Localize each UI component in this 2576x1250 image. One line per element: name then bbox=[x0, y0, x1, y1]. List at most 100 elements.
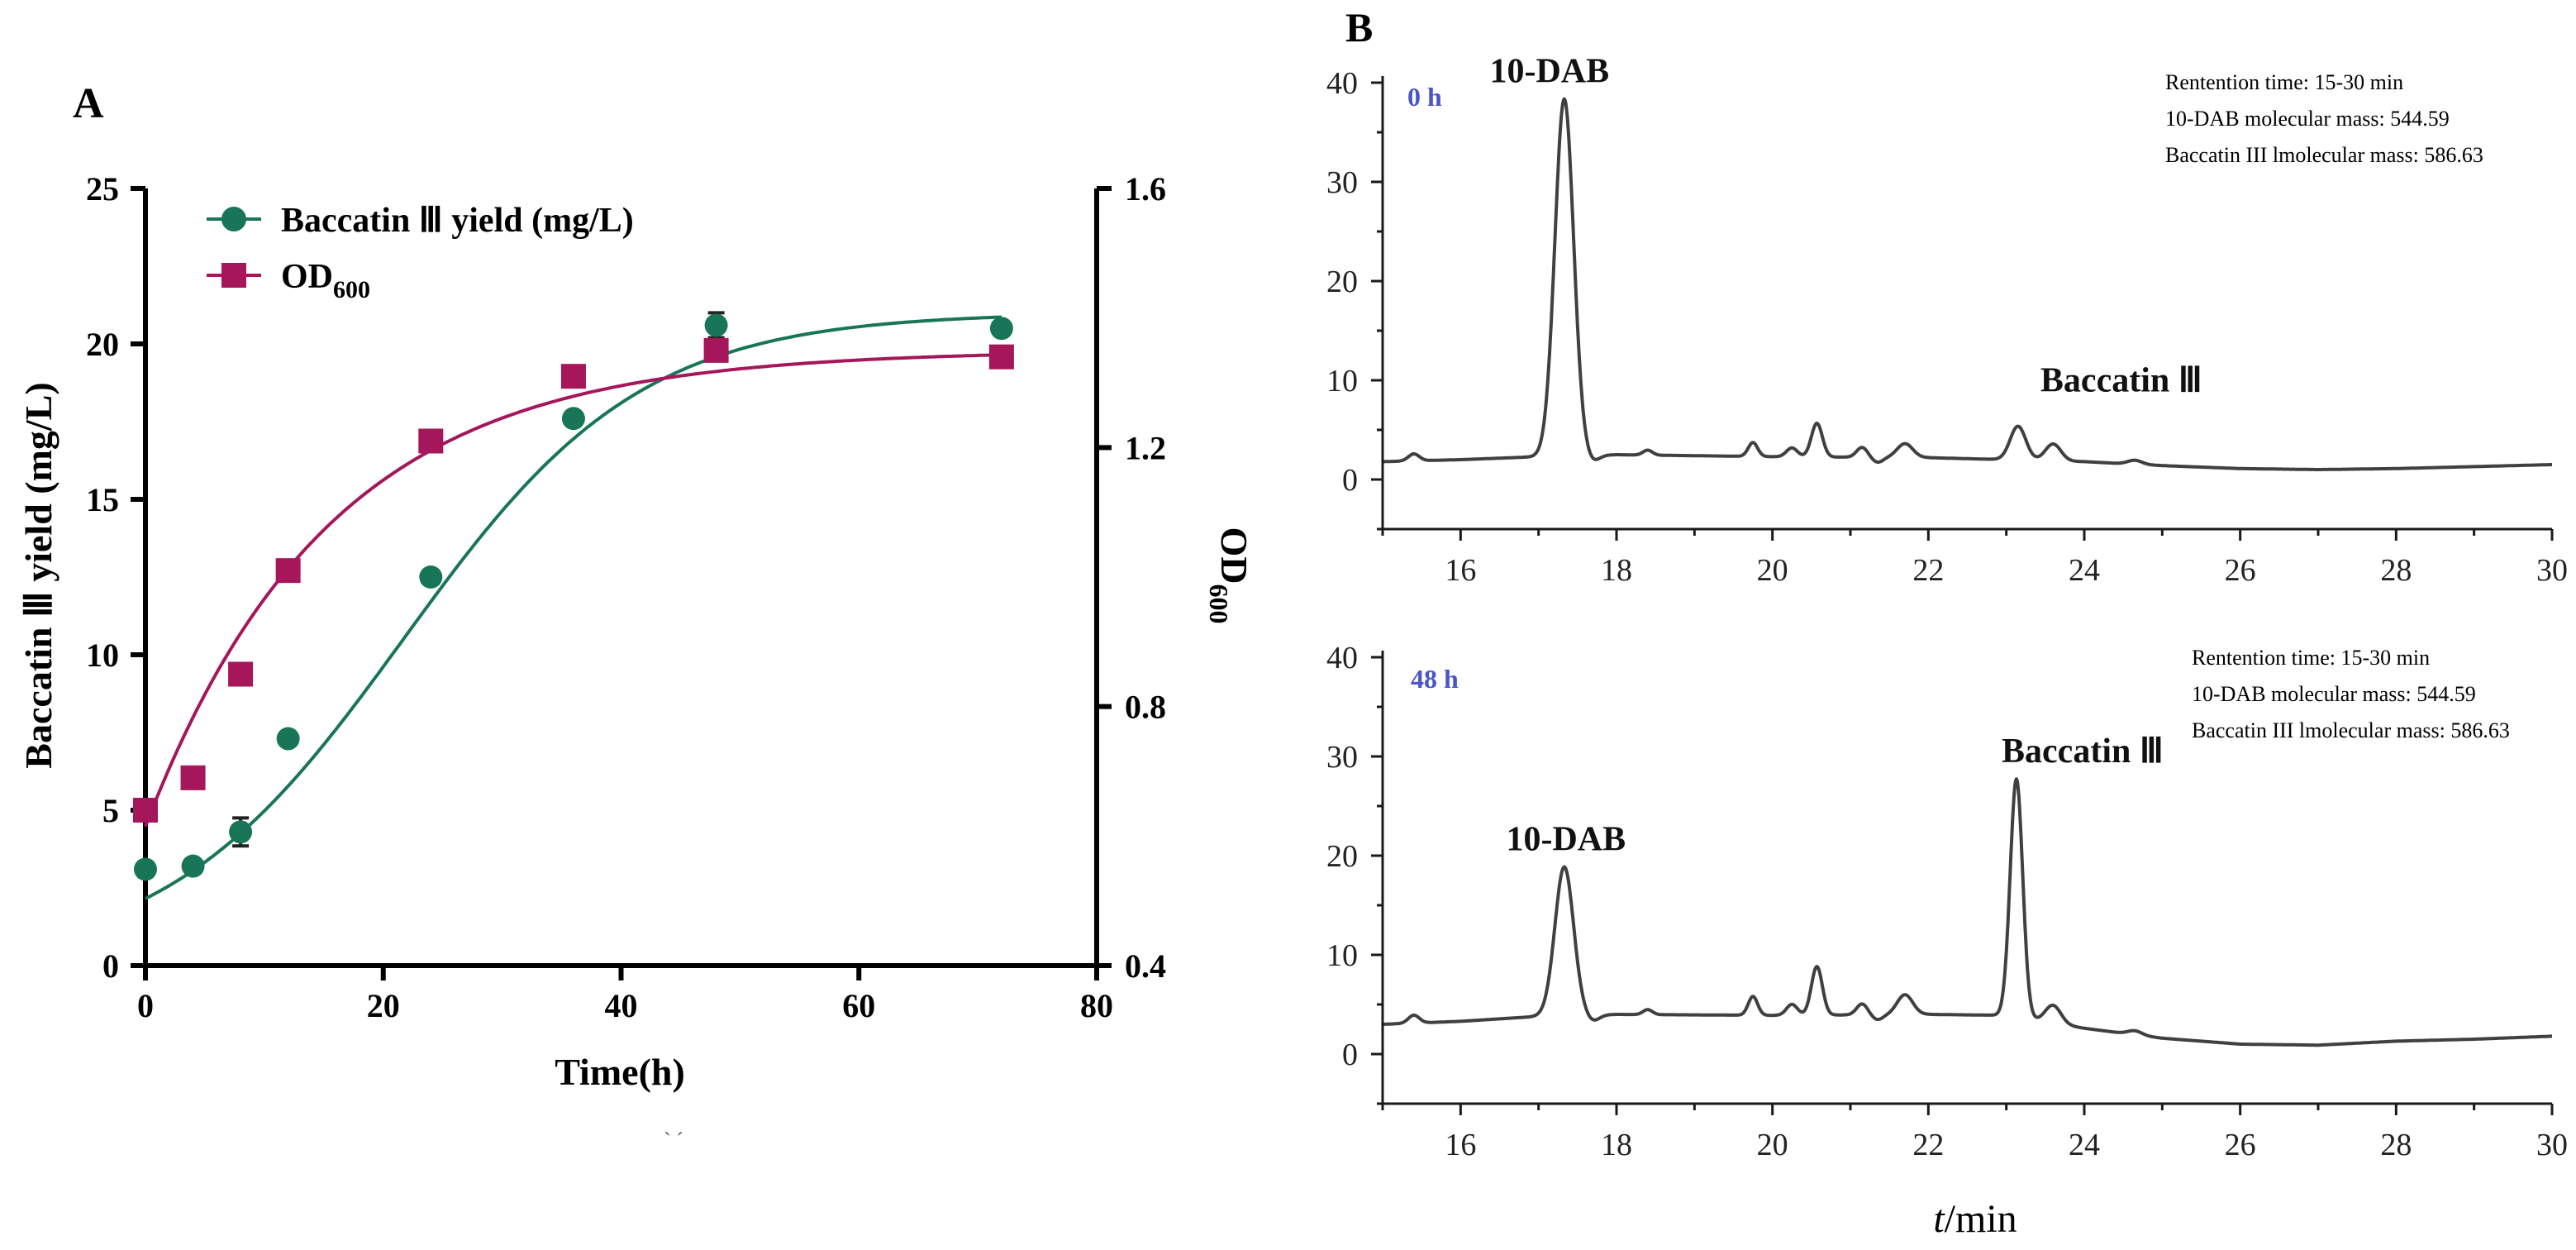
od600-point bbox=[133, 798, 158, 823]
chromatogram-48h-info-1: Rentention time: 15-30 min bbox=[2192, 646, 2430, 670]
chromatogram-xtick-label: 20 bbox=[1757, 553, 1788, 588]
chromatogram-xtick-label: 24 bbox=[2069, 553, 2100, 588]
baccatin-point bbox=[704, 313, 728, 337]
panel-a-data-points bbox=[133, 311, 1014, 881]
chromatogram-xtick-label: 18 bbox=[1601, 553, 1632, 588]
chromatogram-ytick-label: 10 bbox=[1326, 938, 1358, 973]
chromatogram-ytick-label: 0 bbox=[1342, 1038, 1358, 1072]
legend-baccatin-marker bbox=[221, 207, 246, 231]
legend-baccatin-label: Baccatin Ⅲ yield (mg/L) bbox=[281, 202, 634, 240]
baccatin-point bbox=[419, 565, 443, 589]
baccatin-point bbox=[181, 854, 205, 878]
panel-a-label: A bbox=[73, 80, 104, 127]
panel-a-legend: Baccatin Ⅲ yield (mg/L) OD600 bbox=[207, 202, 634, 303]
chromatogram-0h-time: 0 h bbox=[1407, 82, 1442, 112]
legend-od-label-main: OD bbox=[281, 258, 333, 296]
chromatogram-peak-label: 10-DAB bbox=[1489, 53, 1609, 91]
panel-a-ytick-left-label: 0 bbox=[102, 947, 119, 985]
panel-a: A 0 20 40 60 80 0 5 10 15 20 25 0.4 0.8 1.2 1.6 Time(h… bbox=[17, 80, 1255, 1152]
chromatogram-peak-label: Baccatin Ⅲ bbox=[2002, 732, 2164, 771]
panel-a-ytick-right-label: 1.6 bbox=[1125, 170, 1166, 208]
chromatogram-0h-info-2: 10-DAB molecular mass: 544.59 bbox=[2165, 107, 2450, 131]
od600-point bbox=[228, 661, 254, 687]
chromatogram-xtick-label: 18 bbox=[1601, 1128, 1632, 1162]
panel-a-ytick-right-label: 1.2 bbox=[1125, 429, 1166, 466]
baccatin-point bbox=[276, 727, 300, 751]
baccatin-point bbox=[989, 317, 1013, 341]
panel-a-xtick-label: 20 bbox=[367, 987, 400, 1024]
chromatogram-ytick-label: 40 bbox=[1326, 641, 1358, 675]
chromatogram-48h-peak-labels: 10-DAB Baccatin Ⅲ bbox=[1506, 732, 2163, 858]
chromatogram-xtick-label: 28 bbox=[2380, 553, 2412, 588]
legend-od-label-sub: 600 bbox=[333, 276, 370, 303]
panel-a-ytick-left-label: 20 bbox=[86, 326, 119, 363]
od600-point bbox=[418, 428, 444, 454]
chromatogram-xtick-label: 24 bbox=[2069, 1128, 2100, 1162]
legend-od-marker bbox=[221, 263, 246, 288]
panel-a-ylabel-right-main: OD bbox=[1213, 527, 1255, 584]
chromatogram-48h-info-3: Baccatin III lmolecular mass: 586.63 bbox=[2192, 718, 2510, 742]
od600-point bbox=[180, 765, 206, 790]
chromatogram-0h-info-1: Rentention time: 15-30 min bbox=[2165, 70, 2403, 94]
od600-point bbox=[703, 337, 729, 363]
panel-a-ticks: 0 20 40 60 80 0 5 10 15 20 25 0.4 0.8 1.2 1.6 bbox=[86, 170, 1166, 1024]
panel-a-ytick-left-label: 15 bbox=[86, 481, 119, 518]
chromatogram-ytick-label: 20 bbox=[1326, 839, 1358, 874]
chromatogram-48h-trace bbox=[1381, 777, 2554, 1047]
chromatogram-0h-info-3: Baccatin III lmolecular mass: 586.63 bbox=[2165, 143, 2483, 167]
chromatogram-peak-label: 10-DAB bbox=[1506, 821, 1626, 859]
chromatogram-48h: 0 10 20 30 40 16 18 20 22 24 26 28 30 10-DAB Baccatin… bbox=[1326, 641, 2568, 1162]
panel-a-xlabel: Time(h) bbox=[555, 1051, 685, 1093]
chromatogram-xtick-label: 30 bbox=[2536, 1128, 2568, 1162]
panel-b-xlabel-rest: /min bbox=[1945, 1197, 2017, 1241]
chromatogram-48h-info-2: 10-DAB molecular mass: 544.59 bbox=[2192, 682, 2476, 706]
od600-point bbox=[275, 558, 301, 584]
chromatogram-peak-label: Baccatin Ⅲ bbox=[2040, 362, 2202, 400]
chromatogram-48h-time: 48 h bbox=[1411, 664, 1459, 694]
panel-a-xtick-label: 0 bbox=[137, 987, 154, 1024]
baccatin-point bbox=[134, 857, 157, 881]
panel-b: B 0 10 20 30 40 16 18 20 22 24 26 28 30 10-DAB Baccat… bbox=[1326, 4, 2568, 1241]
chromatogram-ytick-label: 20 bbox=[1326, 265, 1358, 299]
chromatogram-xtick-label: 30 bbox=[2536, 553, 2568, 588]
baccatin-point bbox=[561, 407, 585, 431]
panel-a-ytick-right-label: 0.8 bbox=[1125, 689, 1166, 726]
chromatogram-xtick-label: 28 bbox=[2380, 1128, 2412, 1162]
od600-point bbox=[560, 364, 586, 389]
panel-a-ylabel-left: Baccatin Ⅲ yield (mg/L) bbox=[17, 382, 60, 768]
od600-point bbox=[988, 344, 1014, 370]
panel-a-xtick-label: 40 bbox=[605, 987, 638, 1024]
panel-a-xtick-label: 80 bbox=[1080, 987, 1113, 1024]
panel-a-xtick-label: 60 bbox=[842, 987, 875, 1024]
chromatogram-xtick-label: 26 bbox=[2225, 553, 2256, 588]
chromatogram-0h-trace bbox=[1381, 97, 2554, 471]
panel-b-xlabel-italic: t bbox=[1933, 1197, 1945, 1241]
chromatogram-xtick-label: 26 bbox=[2225, 1128, 2256, 1162]
chromatogram-48h-ticks: 0 10 20 30 40 16 18 20 22 24 26 28 30 bbox=[1326, 641, 2568, 1162]
chromatogram-ytick-label: 40 bbox=[1326, 66, 1358, 101]
chromatogram-0h: 0 10 20 30 40 16 18 20 22 24 26 28 30 10-DAB Baccatin… bbox=[1326, 53, 2568, 588]
chromatogram-xtick-label: 22 bbox=[1912, 1128, 1944, 1162]
legend-od-label: OD600 bbox=[281, 258, 370, 303]
panel-a-ytick-right-label: 0.4 bbox=[1125, 947, 1166, 985]
chromatogram-ytick-label: 0 bbox=[1342, 463, 1358, 498]
panel-a-ylabel-right: OD600 bbox=[1204, 527, 1255, 624]
chromatogram-xtick-label: 22 bbox=[1912, 553, 1944, 588]
chromatogram-ytick-label: 30 bbox=[1326, 740, 1358, 775]
chromatogram-ytick-label: 10 bbox=[1326, 364, 1358, 398]
panel-b-xlabel: t/min bbox=[1933, 1197, 2017, 1241]
chromatogram-ytick-label: 30 bbox=[1326, 165, 1358, 200]
panel-a-ytick-left-label: 5 bbox=[102, 792, 119, 829]
baccatin-fit-curve bbox=[145, 315, 1002, 900]
panel-b-label: B bbox=[1345, 4, 1373, 50]
chromatogram-xtick-label: 20 bbox=[1757, 1128, 1788, 1162]
chromatogram-xtick-label: 16 bbox=[1445, 553, 1476, 588]
chromatogram-xtick-label: 16 bbox=[1445, 1128, 1476, 1162]
panel-a-ytick-left-label: 10 bbox=[86, 637, 119, 674]
panel-a-footnote: ` ´ bbox=[664, 1128, 683, 1152]
panel-a-ylabel-right-sub: 600 bbox=[1204, 584, 1234, 624]
baccatin-point bbox=[229, 820, 253, 844]
panel-a-ytick-left-label: 25 bbox=[86, 170, 119, 208]
chromatogram-0h-peak-labels: 10-DAB Baccatin Ⅲ bbox=[1489, 53, 2202, 400]
